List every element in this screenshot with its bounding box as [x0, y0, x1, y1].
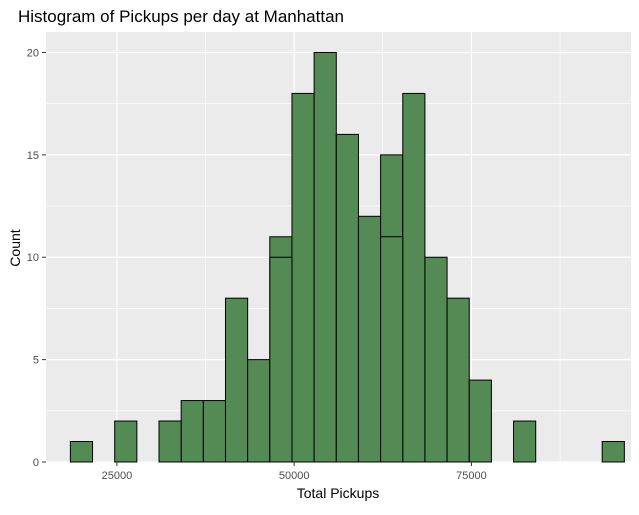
x-axis: 25000 50000 75000 [102, 462, 487, 482]
histogram-bar [446, 297, 470, 463]
histogram-bar [313, 51, 337, 463]
histogram-bar [402, 92, 426, 463]
y-axis-label: Count [7, 229, 23, 266]
histogram-bar [513, 420, 537, 463]
histogram-bar [357, 215, 382, 463]
histogram-bar [158, 420, 182, 463]
histogram-bar [224, 297, 249, 463]
histogram-bar [468, 379, 492, 463]
x-tick-label: 25000 [102, 470, 133, 482]
histogram-bar [291, 92, 315, 463]
y-tick-label: 15 [27, 150, 39, 162]
histogram-bar [380, 236, 404, 463]
y-tick-label: 10 [27, 252, 39, 264]
histogram-bar [424, 256, 448, 463]
chart-title: Histogram of Pickups per day at Manhatta… [18, 7, 344, 26]
histogram-bar [269, 256, 293, 463]
x-axis-label: Total Pickups [297, 485, 379, 501]
histogram-bar [69, 441, 94, 463]
histogram-bar [202, 400, 226, 463]
x-tick-label: 75000 [456, 470, 487, 482]
y-tick-label: 0 [33, 457, 39, 469]
histogram-bar [247, 359, 271, 463]
y-tick-label: 20 [27, 47, 39, 59]
x-tick-label: 50000 [279, 470, 310, 482]
histogram-bar [180, 400, 204, 463]
y-tick-label: 5 [33, 355, 39, 367]
histogram-bar [335, 133, 359, 463]
y-axis: 0 5 10 15 20 [27, 47, 46, 469]
bars [69, 51, 625, 463]
histogram-bar [114, 420, 138, 463]
histogram-bar [601, 441, 625, 463]
